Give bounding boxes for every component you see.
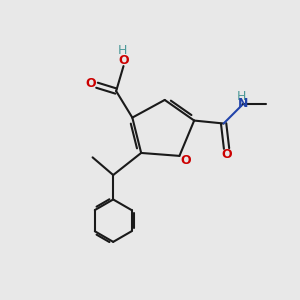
Text: O: O [86, 77, 96, 90]
Text: O: O [180, 154, 190, 167]
Text: N: N [238, 97, 248, 110]
Text: H: H [237, 91, 246, 103]
Text: O: O [221, 148, 232, 161]
Text: O: O [118, 54, 129, 67]
Text: H: H [117, 44, 127, 57]
